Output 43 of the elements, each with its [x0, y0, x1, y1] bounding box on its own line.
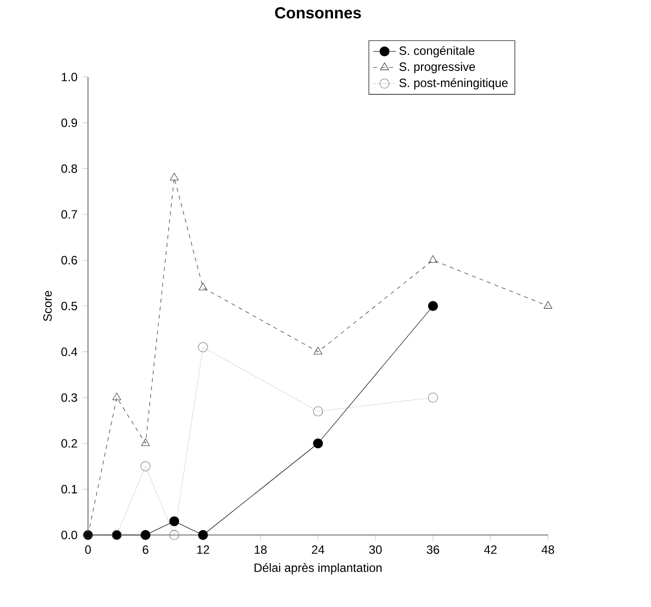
y-tick-label: 0.3 [61, 393, 78, 402]
y-tick-label: 0.1 [61, 484, 78, 494]
point [169, 516, 180, 526]
x-tick-label: 6 [142, 545, 148, 554]
y-tick-label: 0.2 [61, 439, 77, 448]
y-tick-label: 0.9 [61, 118, 78, 128]
y-tick-label: 1.0 [62, 72, 78, 82]
y-tick-label: 0.8 [61, 164, 78, 173]
point [428, 255, 438, 263]
y-tick-label: 0.4 [61, 348, 78, 356]
x-tick-label: 18 [254, 545, 267, 554]
point [544, 301, 552, 309]
point [428, 301, 438, 311]
y-tick-label: 0.5 [61, 302, 78, 310]
point [140, 461, 150, 472]
x-tick-label: 12 [197, 545, 210, 554]
point [314, 346, 322, 354]
x-tick-label: 48 [542, 545, 554, 554]
x-tick-label: 30 [369, 545, 382, 554]
point [112, 392, 122, 400]
point [198, 530, 208, 540]
point [313, 438, 323, 448]
x-axis-title: Délai après implantation [254, 563, 382, 574]
point [428, 392, 438, 403]
chart-title: Consonnes [275, 7, 361, 18]
point [140, 530, 150, 540]
y-tick-label: 0.0 [61, 530, 78, 540]
point [169, 530, 180, 540]
y-tick-label: 0.7 [61, 210, 77, 219]
legend-label: S. progressive [399, 62, 475, 74]
x-tick-label: 42 [484, 545, 497, 554]
point [198, 282, 208, 290]
x-tick-label: 36 [426, 545, 440, 554]
point [170, 172, 179, 180]
point [313, 406, 323, 416]
y-tick-label: 0.6 [61, 256, 78, 264]
legend-label: S. post-méningitique [399, 78, 508, 90]
y-axis-title: Score [43, 290, 52, 322]
x-tick-label: 0 [85, 545, 91, 554]
legend-label: S. congénitale [399, 46, 474, 58]
x-tick-label: 24 [312, 545, 324, 554]
point [198, 342, 208, 352]
point [141, 438, 150, 446]
